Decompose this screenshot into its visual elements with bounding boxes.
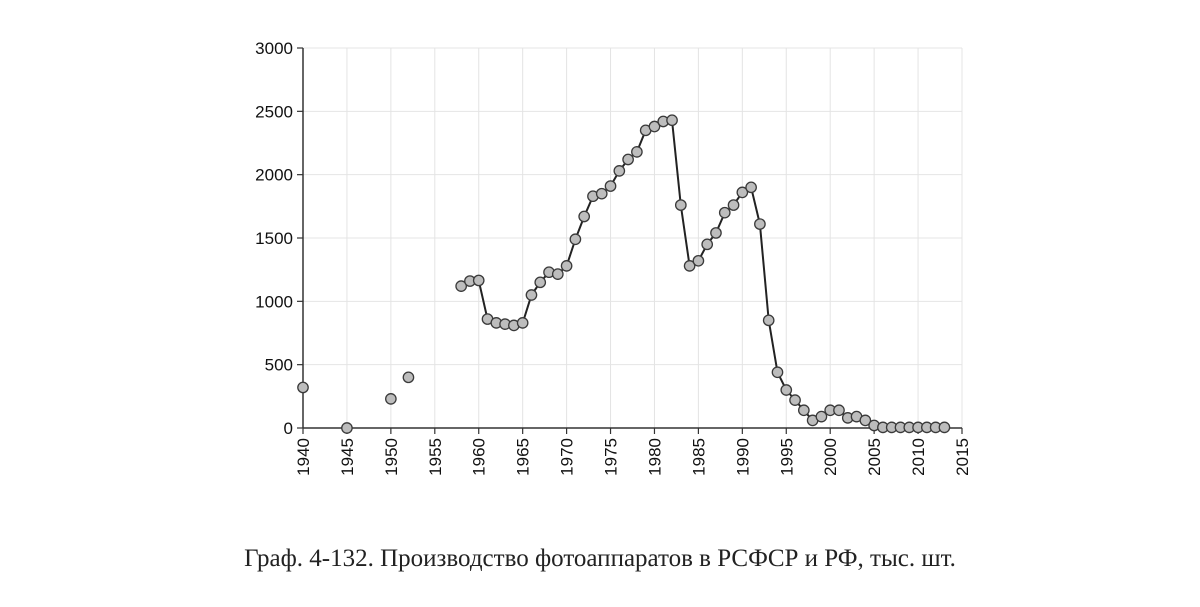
- x-tick-label: 1965: [514, 438, 533, 476]
- data-point: [710, 227, 722, 239]
- data-point: [797, 404, 810, 417]
- data-point: [402, 371, 415, 384]
- y-tick-label: 2500: [255, 102, 293, 121]
- x-tick-label: 1955: [426, 438, 445, 476]
- data-point: [736, 186, 749, 199]
- x-tick-label: 1985: [689, 438, 708, 476]
- data-point: [666, 114, 678, 127]
- data-point: [718, 206, 731, 219]
- y-tick-label: 3000: [255, 39, 293, 58]
- data-point: [472, 274, 485, 287]
- x-tick-label: 1970: [558, 438, 577, 476]
- x-tick-label: 1940: [294, 438, 313, 476]
- x-tick-label: 1980: [645, 438, 664, 476]
- data-point: [297, 381, 309, 394]
- data-point: [780, 384, 793, 396]
- data-point: [701, 238, 714, 251]
- gridlines: [302, 47, 963, 429]
- x-tick-label: 2005: [865, 438, 884, 476]
- data-point: [569, 233, 582, 246]
- data-point: [833, 404, 845, 417]
- chart-caption: Граф. 4-132. Производство фотоаппаратов …: [244, 545, 956, 572]
- data-point: [674, 199, 687, 211]
- series-line: [460, 119, 945, 429]
- y-tick-label: 1000: [255, 292, 293, 311]
- x-tick-label: 2000: [821, 438, 840, 476]
- data-point: [754, 218, 766, 230]
- data-point: [551, 268, 564, 280]
- data-point: [745, 181, 757, 194]
- data-point: [560, 260, 573, 272]
- x-tick-label: 1990: [733, 438, 752, 476]
- data-point: [815, 410, 828, 423]
- data-point: [648, 120, 661, 133]
- data-point: [771, 366, 784, 379]
- data-point: [525, 289, 538, 301]
- data-point: [516, 317, 529, 329]
- data-point: [692, 254, 705, 267]
- y-tick-label: 2000: [255, 166, 293, 185]
- data-point: [762, 314, 775, 327]
- x-tick-label: 1975: [602, 438, 621, 476]
- data-point: [859, 414, 872, 427]
- data-point: [622, 153, 634, 166]
- data-point: [613, 165, 626, 177]
- x-axis-ticks: 1940 1945 1950 1955 1960 1965 1970 1975 1980 1985…: [294, 428, 972, 476]
- y-tick-label: 1500: [255, 229, 293, 248]
- x-tick-label: 1945: [338, 438, 357, 476]
- data-point: [604, 180, 617, 192]
- x-tick-label: 1960: [470, 438, 489, 476]
- data-point: [789, 394, 801, 406]
- data-point: [595, 187, 608, 200]
- x-tick-label: 2015: [953, 438, 972, 476]
- data-point: [631, 146, 643, 158]
- data-point: [938, 421, 951, 434]
- x-tick-label: 1950: [382, 438, 401, 476]
- data-point: [455, 280, 468, 292]
- data-point: [341, 422, 353, 434]
- data-point: [578, 210, 591, 223]
- data-point: [385, 393, 397, 405]
- y-tick-label: 500: [265, 356, 293, 375]
- x-tick-label: 1995: [777, 438, 796, 476]
- y-tick-label: 0: [284, 419, 293, 438]
- data-point: [727, 199, 740, 211]
- data-point: [534, 276, 547, 289]
- production-series: [297, 114, 951, 434]
- x-tick-label: 2010: [909, 438, 928, 476]
- data-point: [683, 260, 696, 272]
- y-axis-ticks: 0 500 1000 1500 2000 2500 3000: [255, 39, 303, 438]
